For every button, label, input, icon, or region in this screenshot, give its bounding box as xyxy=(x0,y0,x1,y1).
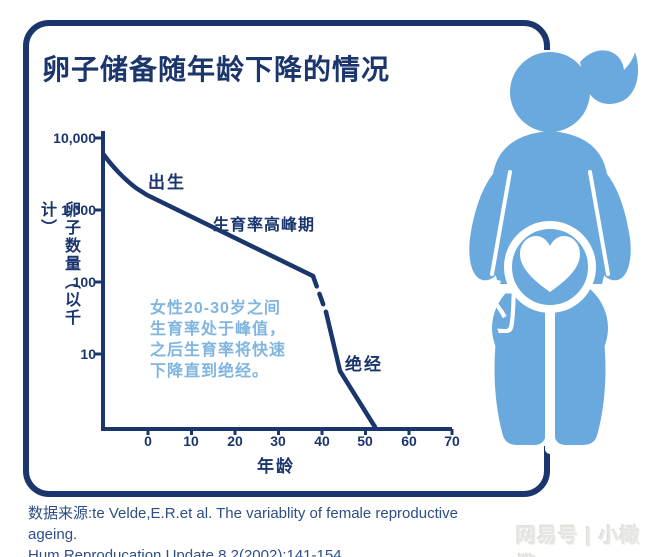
source-line-1: 数据来源:te Velde,E.R.et al. The variablity … xyxy=(28,505,458,543)
x-tick-30: 30 xyxy=(270,433,286,449)
y-axis-title: 卵子数量（以千计） xyxy=(38,201,79,327)
y-tick-10000: 10,000 xyxy=(53,130,96,146)
x-tick-60: 60 xyxy=(401,433,417,449)
heart-icon xyxy=(520,236,580,292)
label-birth: 出生 xyxy=(148,173,186,192)
pregnant-woman-icon xyxy=(469,50,639,454)
y-tick-10: 10 xyxy=(80,346,96,362)
note-line-2: 生育率处于峰值， xyxy=(150,321,287,338)
publisher-watermark: 网易号 | 小橄榄 xyxy=(516,525,641,557)
note-line-1: 女性20-30岁之间 xyxy=(150,300,281,317)
x-tick-40: 40 xyxy=(314,433,330,449)
y-tick-1000: 1,000 xyxy=(60,202,96,218)
belly-circle xyxy=(504,221,596,313)
label-fertility-peak: 生育率高峰期 xyxy=(213,217,316,234)
x-tick-50: 50 xyxy=(357,433,373,449)
x-axis-title: 年龄 xyxy=(257,457,295,476)
page-title: 卵子储备随年龄下降的情况 xyxy=(42,54,391,85)
fertility-note: 女性20-30岁之间 生育率处于峰值， 之后生育率将快速 下降直到绝经。 xyxy=(150,298,286,382)
y-tick-100: 100 xyxy=(72,274,96,290)
data-source: 数据来源:te Velde,E.R.et al. The variablity … xyxy=(28,503,508,557)
x-tick-70: 70 xyxy=(444,433,460,449)
x-tick-10: 10 xyxy=(183,433,199,449)
x-tick-20: 20 xyxy=(227,433,243,449)
white-watermark-text: 的 xyxy=(462,277,521,342)
x-tick-0: 0 xyxy=(144,433,152,449)
source-line-2: Hum Reproducation Update 8.2(2002):141-1… xyxy=(28,547,342,557)
note-line-3: 之后生育率将快速 xyxy=(150,342,287,359)
label-menopause: 绝经 xyxy=(345,355,383,374)
note-line-4: 下降直到绝经。 xyxy=(150,363,270,380)
figure-white-details xyxy=(490,170,610,454)
